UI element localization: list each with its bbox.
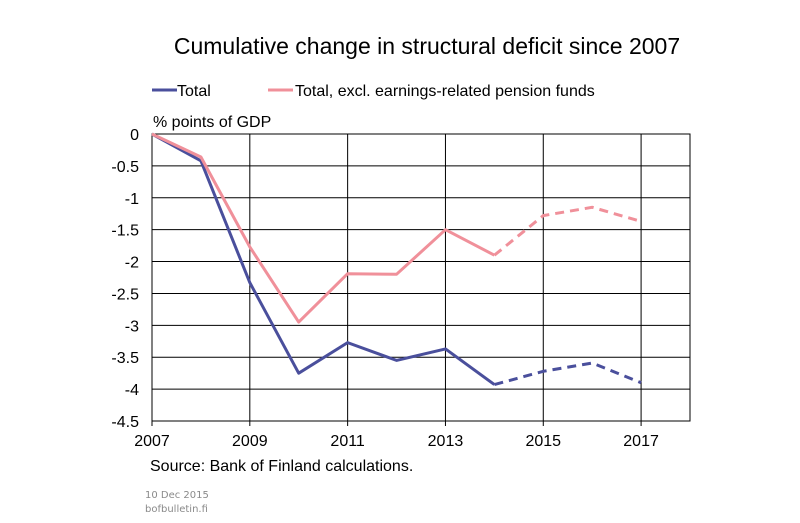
legend: Total Total, excl. earnings-related pens… [152, 83, 595, 100]
series-forecast-line-0 [494, 361, 642, 387]
x-tick-label: 2017 [623, 433, 659, 450]
x-tick-label: 2011 [330, 433, 365, 450]
y-tick-label: 0 [130, 127, 139, 144]
footer-date: 10 Dec 2015 [145, 490, 209, 501]
series-line-1 [151, 132, 496, 324]
y-axis-unit-label: % points of GDP [153, 114, 271, 131]
gridlines [151, 133, 690, 422]
legend-label-excl: Total, excl. earnings-related pension fu… [295, 83, 595, 100]
y-tick-label: -1 [125, 191, 139, 208]
y-tick-label: -2.5 [111, 286, 139, 303]
y-tick-label: -0.5 [111, 159, 139, 176]
x-tick-label: 2007 [134, 433, 170, 450]
x-tick-label: 2015 [525, 433, 561, 450]
footer-site: bofbulletin.fi [145, 504, 208, 515]
y-tick-label: -3.5 [111, 350, 139, 367]
y-tick-label: -3 [125, 318, 139, 335]
y-axis: 0 -0.5 -1 -1.5 -2 -2.5 -3 -3.5 -4 -4.5 [111, 127, 139, 431]
series-line-0 [151, 132, 496, 386]
x-tick-label: 2009 [232, 433, 268, 450]
series-lines [151, 132, 642, 387]
y-tick-label: -4.5 [111, 414, 139, 431]
x-axis: 2007 2009 2011 2013 2015 2017 [134, 421, 659, 450]
legend-label-total: Total [177, 83, 211, 100]
chart-title: Cumulative change in structural deficit … [174, 33, 680, 59]
series-forecast-line-1 [493, 205, 642, 257]
x-tick-label: 2013 [428, 433, 464, 450]
footer: 10 Dec 2015 bofbulletin.fi [145, 489, 209, 517]
y-tick-label: -1.5 [111, 223, 139, 240]
y-tick-label: -2 [125, 255, 139, 272]
plot-frame [151, 133, 691, 422]
source-note: Source: Bank of Finland calculations. [150, 458, 413, 475]
y-tick-label: -4 [125, 382, 139, 399]
